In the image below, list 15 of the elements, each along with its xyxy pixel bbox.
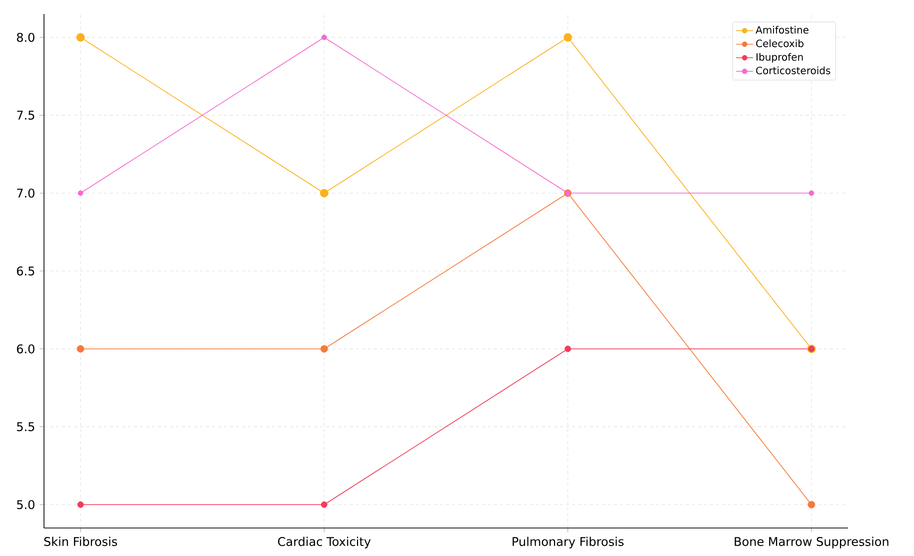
legend-label: Ibuprofen xyxy=(756,52,803,63)
y-tick-label: 7.0 xyxy=(17,188,34,198)
legend-label: Corticosteroids xyxy=(756,66,830,74)
x-tick-label: Skin Fibrosis xyxy=(44,536,118,546)
x-tick-label: Cardiac Toxicity xyxy=(278,536,371,548)
y-tick-label: 6.0 xyxy=(16,344,34,354)
legend-label: Celecoxib xyxy=(756,39,804,48)
y-tick-label: 5.0 xyxy=(17,500,34,510)
legend-label: Amifostine xyxy=(756,26,808,34)
y-tick-label: 5.5 xyxy=(17,422,34,432)
y-tick-label: 8.0 xyxy=(16,32,34,42)
x-tick-label: Bone Marrow Suppression xyxy=(734,536,888,548)
y-tick-label: 7.5 xyxy=(17,110,34,120)
x-tick-label: Pulmonary Fibrosis xyxy=(512,536,624,548)
y-tick-label: 6.5 xyxy=(16,266,34,276)
